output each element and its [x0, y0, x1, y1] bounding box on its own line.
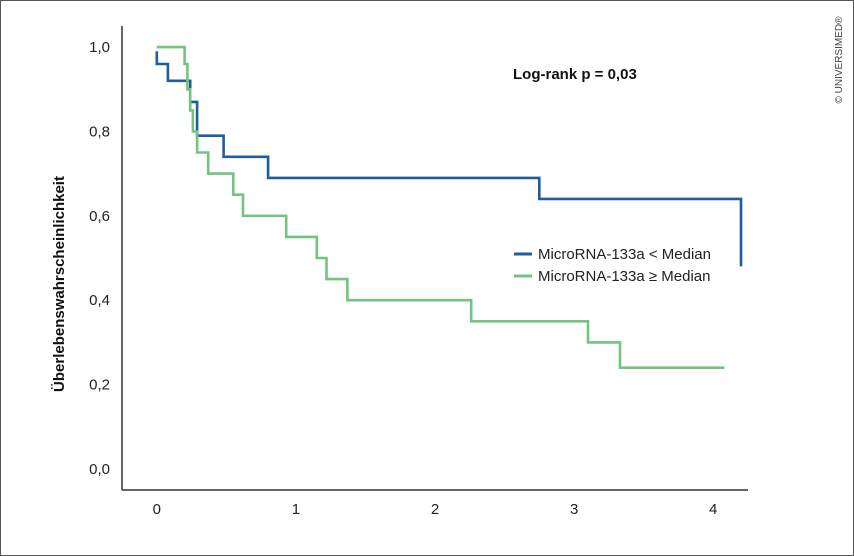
log-rank-annotation: Log-rank p = 0,03: [513, 66, 637, 83]
y-tick-label: 0,0: [89, 461, 110, 478]
legend-label-1: MicroRNA-133a < Median: [538, 246, 711, 263]
y-tick-label: 0,4: [89, 292, 110, 309]
x-tick-labels: 0 1 2 3 4: [153, 501, 718, 518]
legend: MicroRNA-133a < Median MicroRNA-133a ≥ Me…: [514, 246, 711, 285]
copyright-text: © UNIVERSIMED®: [834, 16, 845, 104]
series-line-2: [156, 45, 725, 369]
y-tick-label: 0,8: [89, 123, 110, 140]
series-lines: [155, 45, 743, 369]
y-tick-labels: 0,0 0,2 0,4 0,6 0,8 1,0: [89, 39, 110, 478]
y-tick-label: 0,6: [89, 208, 110, 225]
x-tick-label: 1: [292, 501, 300, 518]
y-tick-label: 1,0: [89, 39, 110, 56]
x-tick-label: 2: [431, 501, 439, 518]
x-tick-label: 4: [709, 501, 717, 518]
legend-label-2: MicroRNA-133a ≥ Median: [538, 268, 710, 285]
series-line-1: [155, 51, 743, 267]
x-tick-label: 0: [153, 501, 161, 518]
y-axis-label: Überlebenswahrscheinlichkeit: [51, 176, 68, 392]
x-tick-label: 3: [570, 501, 578, 518]
y-tick-label: 0,2: [89, 377, 110, 394]
axes: [121, 26, 748, 491]
